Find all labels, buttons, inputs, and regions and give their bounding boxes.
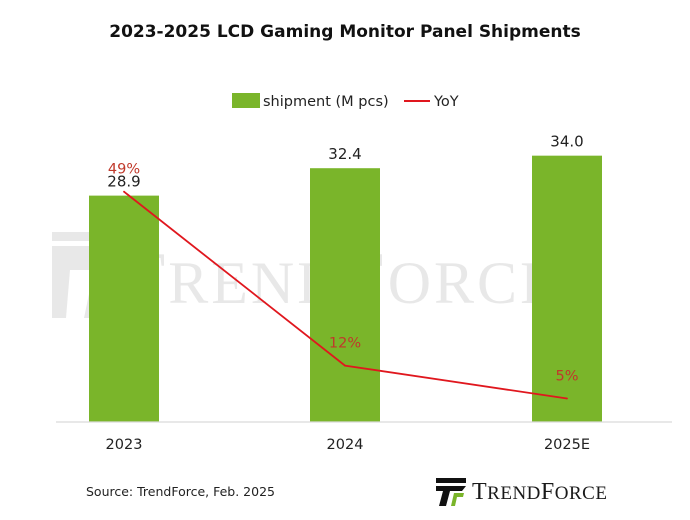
yoy-series: [123, 190, 568, 400]
yoy-point: [566, 397, 568, 400]
legend: shipment (M pcs) YoY: [232, 93, 459, 110]
logo-text: TRENDFORCE: [472, 478, 608, 505]
bar-2024: [310, 168, 380, 422]
yoy-point: [123, 190, 125, 193]
legend-label-yoy: YoY: [433, 94, 459, 110]
legend-label-shipment: shipment (M pcs): [263, 94, 389, 110]
bar-value-label: 34.0: [550, 133, 583, 151]
x-tick-labels: 2023 2024 2025E: [106, 437, 590, 453]
yoy-point: [344, 364, 346, 367]
bar-value-label: 32.4: [328, 145, 361, 163]
bar-2023: [89, 195, 159, 422]
trendforce-logo-icon: [436, 478, 466, 506]
chart-title: 2023-2025 LCD Gaming Monitor Panel Shipm…: [109, 22, 581, 42]
yoy-value-label: 5%: [555, 369, 578, 385]
x-tick-label: 2023: [106, 437, 143, 453]
yoy-value-labels: 49% 12% 5%: [108, 162, 579, 385]
legend-swatch-shipment: [232, 93, 260, 108]
x-tick-label: 2024: [327, 437, 364, 453]
x-tick-label: 2025E: [544, 437, 590, 453]
trendforce-logo: TRENDFORCE: [436, 478, 607, 506]
bar-2025E: [532, 155, 602, 422]
yoy-value-label: 49%: [108, 162, 140, 178]
bar-series: [89, 155, 602, 422]
bar-value-label: 28.9: [107, 173, 140, 191]
yoy-value-label: 12%: [329, 336, 361, 352]
bar-value-labels: 28.9 32.4 34.0: [107, 133, 583, 191]
source-note: Source: TrendForce, Feb. 2025: [86, 484, 275, 499]
